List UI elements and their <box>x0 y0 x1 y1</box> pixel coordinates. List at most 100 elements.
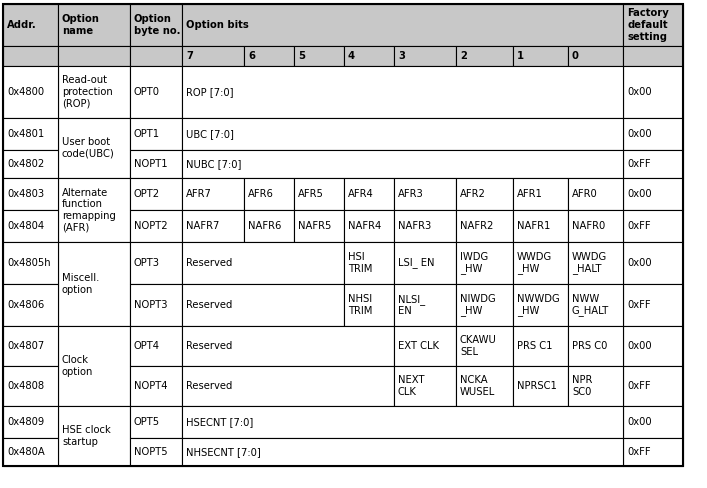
Text: AFR3: AFR3 <box>398 189 423 199</box>
Text: HSE clock
startup: HSE clock startup <box>62 425 111 447</box>
Bar <box>182 242 344 284</box>
Bar <box>182 406 623 438</box>
Bar <box>394 178 456 210</box>
Text: 0x4808: 0x4808 <box>7 381 44 391</box>
Text: 0x4806: 0x4806 <box>7 300 45 310</box>
Bar <box>456 242 513 284</box>
Text: Read-out
protection
(ROP): Read-out protection (ROP) <box>62 76 112 109</box>
Text: OPT5: OPT5 <box>134 417 160 427</box>
Bar <box>623 406 683 438</box>
Bar <box>513 366 568 406</box>
Text: PRS C0: PRS C0 <box>572 341 607 351</box>
Text: 0x4807: 0x4807 <box>7 341 45 351</box>
Bar <box>394 326 456 366</box>
Text: NAFR6: NAFR6 <box>248 221 281 231</box>
Text: 0x4805h: 0x4805h <box>7 258 51 268</box>
Bar <box>182 150 623 178</box>
Bar <box>130 210 182 242</box>
Bar <box>182 118 623 150</box>
Bar <box>294 46 344 66</box>
Bar <box>3 366 58 406</box>
Text: NOPT1: NOPT1 <box>134 159 168 169</box>
Text: User boot
code(UBC): User boot code(UBC) <box>62 137 115 159</box>
Text: NHSECNT [7:0]: NHSECNT [7:0] <box>186 447 261 457</box>
Bar <box>182 326 394 366</box>
Text: 1: 1 <box>517 51 524 61</box>
Bar <box>568 366 623 406</box>
Text: 0xFF: 0xFF <box>627 159 650 169</box>
Text: 0x00: 0x00 <box>627 189 652 199</box>
Text: 0x4800: 0x4800 <box>7 87 44 97</box>
Text: 0x00: 0x00 <box>627 258 652 268</box>
Text: UBC [7:0]: UBC [7:0] <box>186 129 234 139</box>
Text: NOPT3: NOPT3 <box>134 300 168 310</box>
Bar <box>3 66 58 118</box>
Text: AFR2: AFR2 <box>460 189 486 199</box>
Text: 6: 6 <box>248 51 255 61</box>
Bar <box>513 178 568 210</box>
Text: NLSI_
EN: NLSI_ EN <box>398 294 425 316</box>
Bar <box>623 438 683 466</box>
Text: NAFR1: NAFR1 <box>517 221 550 231</box>
Bar <box>130 66 182 118</box>
Bar <box>623 210 683 242</box>
Text: HSECNT [7:0]: HSECNT [7:0] <box>186 417 253 427</box>
Text: 0x4803: 0x4803 <box>7 189 44 199</box>
Bar <box>294 210 344 242</box>
Text: OPT0: OPT0 <box>134 87 160 97</box>
Bar <box>623 178 683 210</box>
Bar <box>513 326 568 366</box>
Bar <box>3 438 58 466</box>
Bar <box>623 46 683 66</box>
Text: CKAWU
SEL: CKAWU SEL <box>460 335 497 357</box>
Text: 0: 0 <box>572 51 579 61</box>
Bar <box>244 178 294 210</box>
Bar <box>58 178 130 242</box>
Bar <box>568 210 623 242</box>
Text: Option bits: Option bits <box>186 20 249 30</box>
Bar <box>623 66 683 118</box>
Bar <box>568 326 623 366</box>
Text: 0xFF: 0xFF <box>627 221 650 231</box>
Bar <box>394 46 456 66</box>
Bar <box>3 326 58 366</box>
Text: NOPT5: NOPT5 <box>134 447 168 457</box>
Text: NAFR2: NAFR2 <box>460 221 493 231</box>
Text: NAFR7: NAFR7 <box>186 221 219 231</box>
Text: 0xFF: 0xFF <box>627 300 650 310</box>
Text: 0x00: 0x00 <box>627 87 652 97</box>
Bar <box>623 326 683 366</box>
Bar <box>568 284 623 326</box>
Text: Clock
option: Clock option <box>62 355 93 377</box>
Bar <box>130 46 182 66</box>
Text: 0x480A: 0x480A <box>7 447 45 457</box>
Bar <box>244 210 294 242</box>
Text: 0xFF: 0xFF <box>627 447 650 457</box>
Bar <box>3 210 58 242</box>
Bar <box>456 326 513 366</box>
Text: AFR1: AFR1 <box>517 189 543 199</box>
Text: NCKA
WUSEL: NCKA WUSEL <box>460 375 495 397</box>
Text: 0x00: 0x00 <box>627 341 652 351</box>
Text: ROP [7:0]: ROP [7:0] <box>186 87 233 97</box>
Bar <box>456 366 513 406</box>
Bar <box>344 178 394 210</box>
Bar <box>58 326 130 406</box>
Bar <box>130 178 182 210</box>
Text: IWDG
_HW: IWDG _HW <box>460 252 489 274</box>
Text: Option
name: Option name <box>62 14 100 36</box>
Bar <box>513 242 568 284</box>
Text: 0xFF: 0xFF <box>627 381 650 391</box>
Bar <box>58 66 130 118</box>
Text: 0x4804: 0x4804 <box>7 221 44 231</box>
Text: 5: 5 <box>298 51 305 61</box>
Text: PRS C1: PRS C1 <box>517 341 552 351</box>
Bar <box>456 284 513 326</box>
Text: Reserved: Reserved <box>186 341 233 351</box>
Bar <box>3 4 58 46</box>
Bar <box>3 406 58 438</box>
Bar <box>130 406 182 438</box>
Bar <box>130 4 182 46</box>
Bar <box>58 242 130 326</box>
Text: 0x4801: 0x4801 <box>7 129 45 139</box>
